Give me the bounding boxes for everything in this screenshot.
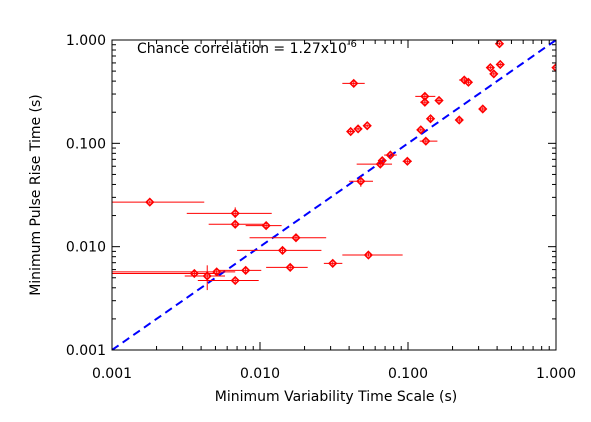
y-tick-label: 0.001 (66, 343, 106, 359)
diamond-marker (202, 271, 212, 281)
data-point (384, 150, 397, 160)
data-point (495, 59, 505, 70)
diamond-marker (346, 126, 356, 137)
data-point (478, 104, 488, 114)
reference-line (112, 40, 556, 350)
diamond-marker (421, 136, 431, 146)
diamond-marker (495, 59, 505, 70)
data-point (266, 262, 308, 273)
data-point (184, 265, 225, 291)
data-point (425, 114, 436, 124)
data-point (112, 197, 205, 207)
data-point (454, 115, 464, 125)
data-point (323, 258, 343, 268)
diamond-marker (356, 176, 366, 186)
diamond-marker (328, 258, 338, 268)
diamond-marker (420, 97, 430, 107)
data-point (356, 159, 393, 169)
data-point (416, 125, 426, 135)
data-point (419, 136, 438, 146)
data-point (197, 275, 259, 286)
data-point (217, 265, 262, 275)
diamond-marker (230, 275, 240, 286)
data-point (342, 250, 403, 260)
data-point (249, 233, 327, 243)
diamond-marker (425, 114, 436, 124)
y-tick-label: 0.100 (66, 136, 106, 152)
clipped-layer (112, 40, 556, 350)
diamond-marker (230, 219, 240, 229)
diamond-marker (353, 124, 363, 134)
diamond-marker (459, 75, 469, 85)
y-tick-label: 1.000 (66, 33, 106, 49)
diamond-marker (291, 233, 301, 243)
data-point (402, 156, 412, 166)
data-point (377, 156, 387, 166)
data-point (342, 78, 365, 89)
diamond-marker (349, 78, 359, 89)
x-tick-label: 1.000 (536, 366, 576, 382)
diamond-marker (362, 121, 372, 131)
diamond-marker (277, 245, 288, 256)
annotation-exponent: -6 (347, 39, 357, 50)
data-point (245, 220, 282, 231)
diamond-marker (551, 63, 556, 73)
diamond-marker (285, 262, 295, 273)
diamond-marker (241, 265, 251, 275)
diamond-marker (230, 208, 240, 219)
data-point (208, 219, 264, 229)
diamond-marker (434, 95, 444, 106)
diamond-marker (485, 63, 495, 73)
plot-frame (111, 39, 557, 351)
diamond-marker (261, 220, 271, 231)
x-tick-label: 0.001 (92, 366, 132, 382)
data-point (112, 267, 236, 277)
diamond-marker (402, 156, 412, 166)
diamond-marker (454, 115, 464, 125)
data-point (346, 126, 356, 137)
data-point (434, 95, 444, 106)
axes: 0.001 0.010 0.100 1.000 0.001 0.010 0.100 1.000 (66, 33, 576, 382)
x-axis-title: Minimum Variability Time Scale (s) (215, 389, 457, 405)
diamond-marker (463, 77, 474, 87)
data-point (489, 69, 499, 79)
data-point (186, 207, 272, 219)
chance-correlation-annotation: Chance correlation = 1.27x10-6 (137, 39, 357, 57)
diamond-marker (416, 125, 426, 135)
data-point (362, 121, 372, 131)
diamond-marker (377, 156, 387, 166)
data-point (237, 245, 322, 256)
diamond-marker (145, 197, 155, 207)
data-point (485, 63, 495, 73)
plot-content (112, 40, 556, 350)
diamond-marker (478, 104, 488, 114)
diamond-marker (385, 150, 395, 160)
x-tick-label: 0.100 (388, 366, 428, 382)
diamond-marker (363, 250, 374, 260)
data-point (353, 124, 363, 134)
y-tick-label: 0.010 (66, 240, 106, 256)
x-tick-label: 0.010 (240, 366, 280, 382)
data-point (420, 97, 430, 107)
data-point (463, 77, 474, 87)
diamond-marker (489, 69, 499, 79)
y-axis-title: Minimum Pulse Rise Time (s) (28, 94, 44, 296)
data-point (349, 176, 373, 187)
